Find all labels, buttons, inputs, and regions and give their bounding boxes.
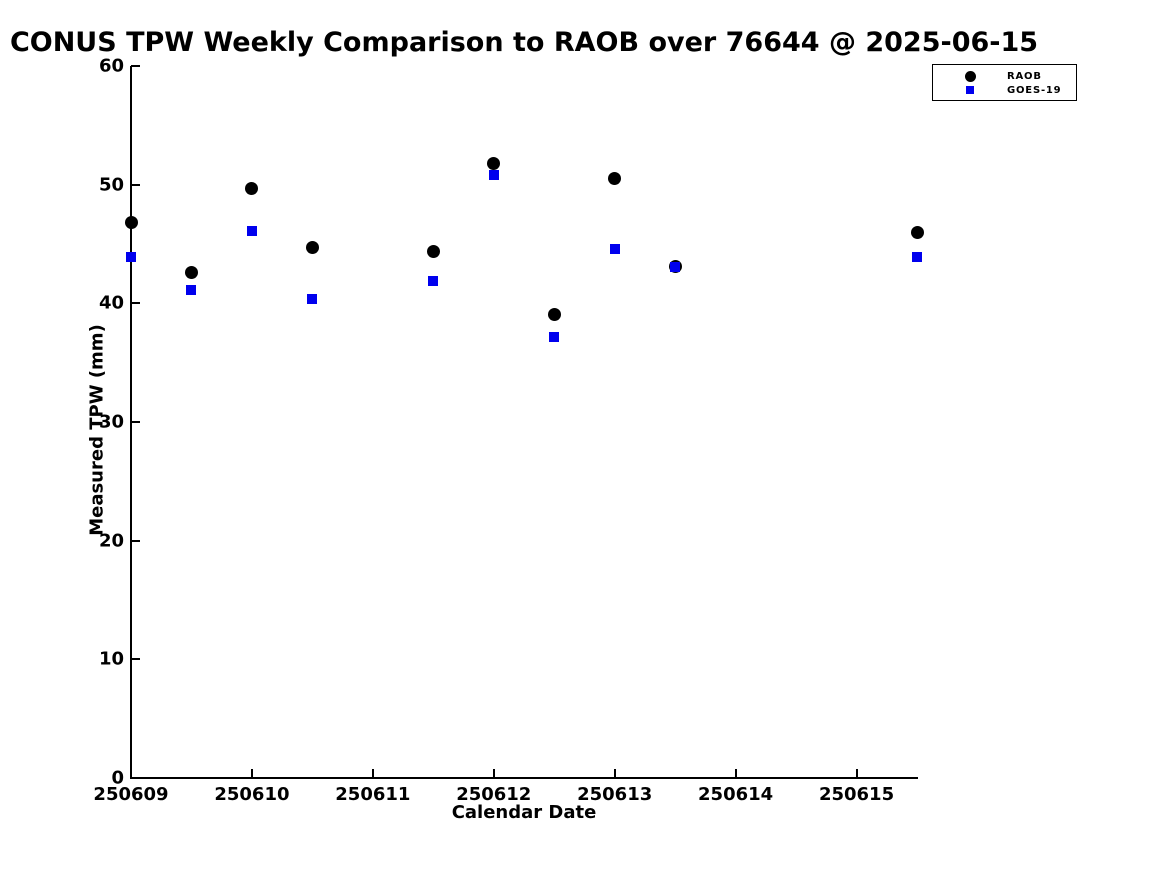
data-point-raob [124,216,138,230]
x-axis-label: Calendar Date [451,802,597,823]
x-tick-label: 250614 [698,784,774,805]
y-tick [131,65,140,67]
x-tick-label: 250613 [577,784,653,805]
legend-item-goes-19: GOES-19 [933,83,1076,97]
x-tick-label: 250611 [335,784,411,805]
x-tick-label: 250609 [93,784,169,805]
data-point-raob [547,307,561,321]
y-tick [131,777,140,779]
y-tick-label: 30 [98,411,124,433]
x-tick [613,769,616,778]
y-tick [131,539,140,542]
x-tick [250,769,253,778]
legend-marker-cell [933,86,1007,94]
legend: RAOB GOES-19 [932,64,1077,101]
data-point-goes-19 [912,252,922,263]
legend-item-raob: RAOB [933,69,1076,83]
data-point-goes-19 [307,293,318,304]
legend-label-goes-19: GOES-19 [1007,84,1062,96]
plot-area: 250609 250610 250611 250612 250613 250614 2506… [93,56,924,805]
data-point-goes-19 [670,261,681,272]
data-point-raob [608,172,622,186]
legend-label-raob: RAOB [1007,70,1042,82]
data-point-goes-19 [246,225,257,236]
data-point-goes-19 [488,170,499,181]
y-tick [131,183,140,186]
y-tick [131,421,140,423]
goes-19-square-marker-icon [966,86,974,94]
x-tick [855,769,858,778]
x-tick-label: 250612 [456,784,532,805]
legend-marker-cell [933,70,1007,82]
y-tick-label: 50 [98,174,124,196]
x-tick [371,769,374,778]
chart-title: CONUS TPW Weekly Comparison to RAOB over… [9,27,1039,58]
data-point-goes-19 [186,285,197,296]
data-point-raob [305,241,319,255]
data-point-raob [426,244,440,258]
y-tick [131,658,140,661]
x-axis [130,777,918,779]
data-point-goes-19 [609,243,620,254]
y-tick-label: 40 [98,292,124,314]
x-tick-label: 250610 [214,784,290,805]
x-tick [492,769,495,778]
data-point-raob [487,156,501,170]
data-point-goes-19 [549,331,560,342]
x-tick [734,769,737,778]
data-point-raob [910,225,924,239]
x-tick [130,769,132,778]
y-tick [131,302,140,305]
data-point-goes-19 [126,252,136,263]
data-point-goes-19 [428,275,439,286]
x-tick-label: 250615 [818,784,895,805]
raob-circle-marker-icon [964,70,976,82]
y-tick-label: 0 [111,767,124,789]
y-tick-label: 20 [98,530,124,552]
data-point-raob [245,181,259,195]
y-axis-label: Measured TPW (mm) [86,324,108,536]
data-point-raob [184,265,198,279]
y-tick-label: 60 [98,55,124,77]
y-tick-label: 10 [98,648,124,670]
